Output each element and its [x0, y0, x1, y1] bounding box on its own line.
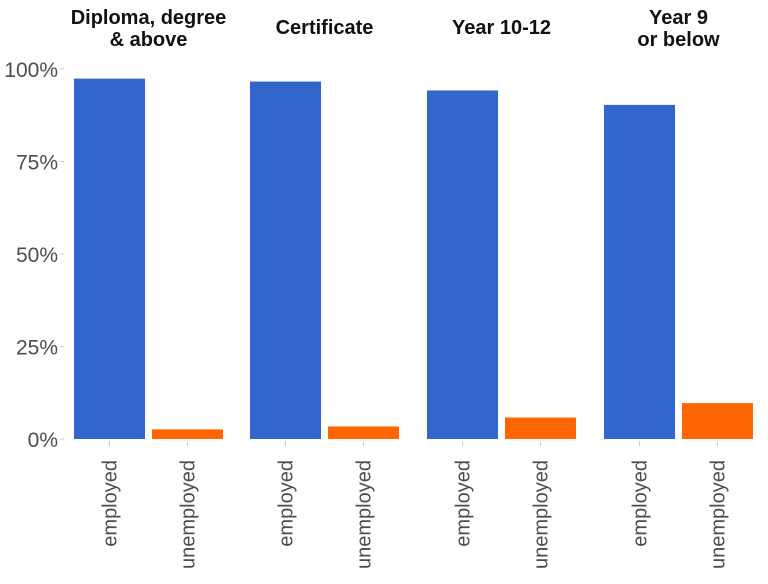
- x-tick-label: unemployed: [708, 460, 730, 569]
- facet-title: Year 10-12: [452, 17, 551, 39]
- bar-unemployed: [505, 417, 576, 439]
- facet-title: Certificate: [276, 17, 374, 39]
- bar-employed: [604, 104, 675, 439]
- x-tick-label: employed: [100, 460, 122, 547]
- x-tick-label: unemployed: [178, 460, 200, 569]
- x-tick-label: employed: [630, 460, 652, 547]
- y-tick-label: 50%: [16, 244, 58, 267]
- x-tick-label: unemployed: [531, 460, 553, 569]
- bar-unemployed: [682, 403, 753, 439]
- x-tick-label: unemployed: [354, 460, 376, 569]
- facet-title: Year 9: [649, 7, 708, 29]
- facet-title: & above: [110, 29, 188, 51]
- facet-title: or below: [637, 29, 720, 51]
- x-axis-ticks: employed unemployed employed unemployed empl…: [100, 441, 730, 569]
- bar-unemployed: [152, 429, 223, 439]
- facet-titles: Diploma, degree& above Certificate Year 10…: [71, 7, 720, 51]
- y-tick-label: 25%: [16, 337, 58, 360]
- x-tick-label: employed: [276, 460, 298, 547]
- y-tick-label: 75%: [16, 152, 58, 175]
- y-tick-label: 0%: [28, 429, 58, 452]
- bar-unemployed: [328, 426, 399, 439]
- y-tick-label: 100%: [4, 59, 58, 82]
- bars: [74, 78, 753, 440]
- facet-title: Diploma, degree: [71, 7, 227, 29]
- bar-employed: [250, 81, 321, 439]
- bar-employed: [427, 90, 498, 440]
- x-tick-label: employed: [453, 460, 475, 547]
- y-axis: 0% 25% 50% 75% 100%: [4, 59, 64, 452]
- bar-employed: [74, 78, 145, 440]
